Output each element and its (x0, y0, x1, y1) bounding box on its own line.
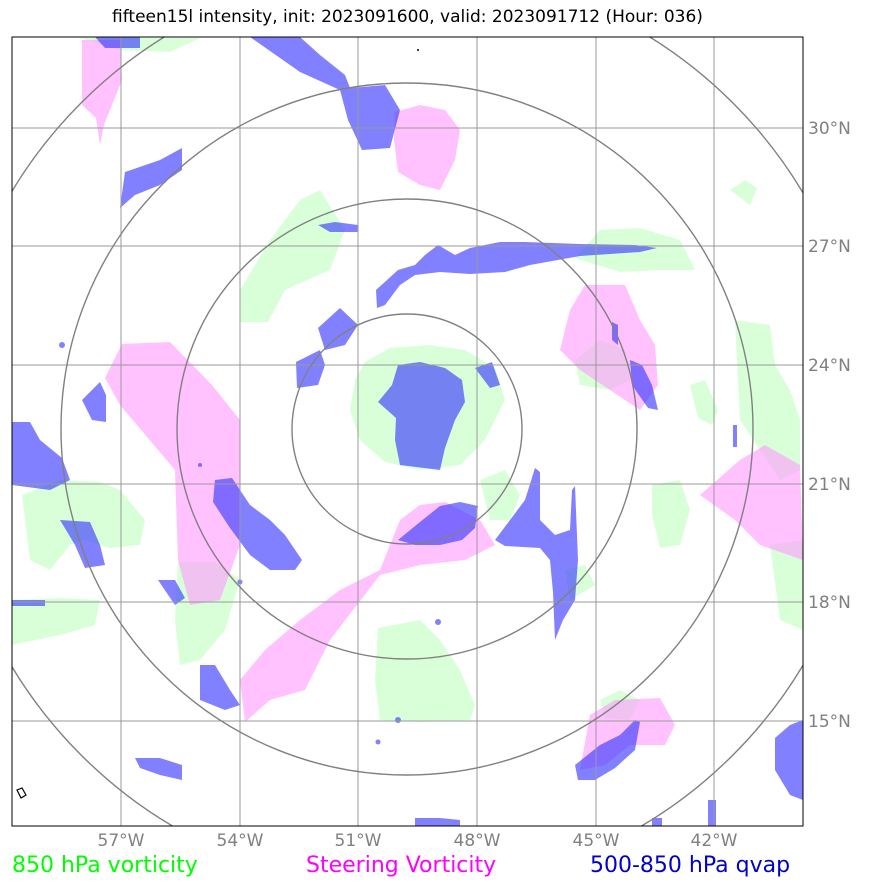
lon-tick-label: 42°W (691, 831, 738, 851)
lon-tick-label: 57°W (98, 831, 145, 851)
vorticity-850-region (690, 380, 718, 425)
qvap-region (435, 619, 441, 625)
qvap-region (376, 242, 657, 308)
qvap-region (12, 600, 45, 606)
qvap-region (475, 362, 500, 388)
vorticity-850-region (480, 470, 520, 520)
steering-vorticity-region (82, 40, 122, 145)
qvap-region (135, 758, 182, 780)
qvap-region (158, 580, 185, 605)
lon-tick-label: 54°W (217, 831, 264, 851)
lat-tick-label: 27°N (808, 237, 851, 257)
lon-tick-label: 45°W (573, 831, 620, 851)
qvap-region (95, 37, 140, 48)
lat-tick-labels: 30°N 27°N 24°N 21°N 18°N 15°N (808, 119, 851, 732)
lat-tick-label: 18°N (808, 593, 851, 613)
map-frame (11, 36, 804, 827)
lon-tick-labels: 57°W 54°W 51°W 48°W 45°W 42°W (98, 831, 738, 851)
qvap-region (213, 478, 302, 570)
lat-tick-label: 30°N (808, 119, 851, 139)
qvap-region (60, 520, 105, 568)
qvap-region (395, 717, 401, 723)
qvap-region (495, 468, 578, 640)
vorticity-850-region (12, 598, 100, 645)
vorticity-850-region (240, 190, 345, 322)
legend-qvap: 500-850 hPa qvap (590, 853, 791, 878)
island-outline (16, 787, 27, 799)
qvap-region (120, 148, 182, 208)
steering-vorticity-region (240, 502, 495, 722)
speck-dot (417, 49, 419, 51)
qvap-region (378, 362, 465, 470)
qvap-region (575, 720, 640, 780)
qvap-region (630, 360, 658, 410)
lat-tick-label: 24°N (808, 356, 851, 376)
qvap-region (318, 222, 358, 232)
qvap-region (250, 37, 400, 150)
lat-tick-label: 15°N (808, 712, 851, 732)
qvap-region (398, 502, 478, 545)
qvap-region (198, 463, 202, 467)
vorticity-850-region (730, 180, 757, 205)
vorticity-850-region (652, 480, 690, 548)
gridlines (12, 37, 803, 826)
qvap-region (82, 382, 106, 422)
lon-tick-label: 48°W (454, 831, 501, 851)
steering-vorticity-region (700, 445, 803, 560)
qvap-region (652, 818, 662, 826)
vorticity-850-region (375, 620, 475, 722)
qvap-region (708, 800, 716, 826)
qvap-region (415, 818, 460, 826)
range-ring-3 (60, 82, 754, 776)
steering-vorticity-region (394, 105, 460, 190)
qvap-region (59, 342, 65, 348)
range-ring-1 (291, 313, 523, 545)
chart-title: fifteen15l intensity, init: 2023091600, … (112, 7, 703, 27)
qvap-region (200, 665, 240, 710)
qvap-region (775, 720, 803, 800)
vorticity-850-region (735, 320, 800, 480)
steering-vorticity-layer (82, 40, 803, 770)
lat-tick-label: 21°N (808, 475, 851, 495)
steering-vorticity-region (105, 342, 240, 605)
qvap-region (375, 739, 381, 745)
qvap-region (12, 422, 70, 490)
vorticity-850-region (770, 540, 803, 630)
legend-850-vorticity: 850 hPa vorticity (12, 853, 198, 878)
qvap-region (318, 308, 358, 350)
range-ring-2 (176, 198, 638, 660)
qvap-region (733, 425, 737, 447)
legend-steering-vorticity: Steering Vorticity (306, 853, 497, 878)
lon-tick-label: 51°W (335, 831, 382, 851)
